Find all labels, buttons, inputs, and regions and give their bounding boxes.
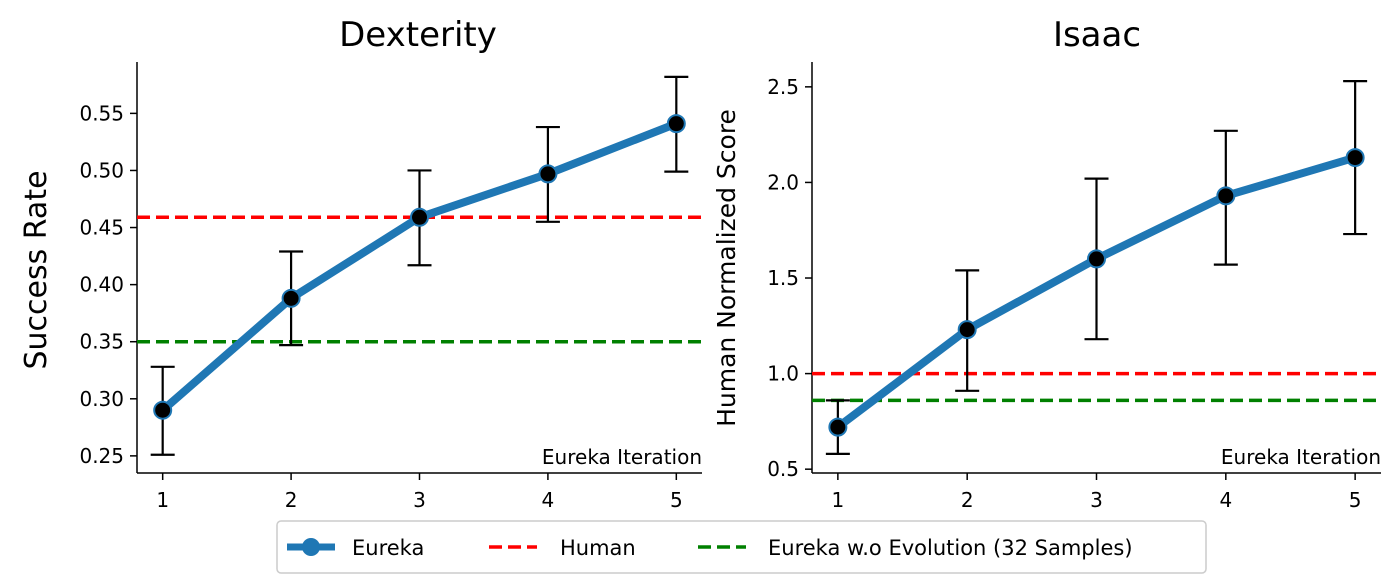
isaac-y-tick-label: 2.5 bbox=[767, 75, 799, 99]
isaac-y-tick-label: 1.0 bbox=[767, 362, 799, 386]
isaac-eureka-point bbox=[1216, 186, 1236, 206]
dexterity-y-label: Success Rate bbox=[19, 170, 54, 369]
dexterity-eureka-point bbox=[153, 400, 173, 420]
dexterity-x-label: Eureka Iteration bbox=[542, 445, 702, 469]
isaac-panel: Isaac Human Normalized Score Eureka Iter… bbox=[712, 15, 1381, 512]
isaac-y-tick-label: 1.5 bbox=[767, 266, 799, 290]
dexterity-eureka-point bbox=[410, 207, 429, 227]
dexterity-x-tick-label: 2 bbox=[285, 488, 298, 512]
dexterity-x-tick-label: 4 bbox=[542, 488, 555, 512]
legend-eureka-label: Eureka bbox=[352, 536, 424, 560]
dexterity-y-tick-label: 0.35 bbox=[79, 330, 124, 354]
isaac-y-label: Human Normalized Score bbox=[712, 109, 741, 427]
isaac-x-tick-label: 4 bbox=[1219, 488, 1232, 512]
dexterity-eureka-point bbox=[666, 114, 686, 134]
dexterity-x-tick-label: 1 bbox=[156, 488, 169, 512]
dexterity-y-tick-label: 0.55 bbox=[79, 101, 124, 125]
isaac-title: Isaac bbox=[1053, 15, 1141, 55]
legend-item-eureka: Eureka bbox=[287, 536, 424, 560]
dexterity-y-tick-label: 0.25 bbox=[79, 444, 124, 468]
legend-human-label: Human bbox=[560, 536, 636, 560]
legend-item-human: Human bbox=[489, 536, 636, 560]
isaac-x-tick-label: 2 bbox=[961, 488, 974, 512]
isaac-x-tick-label: 3 bbox=[1090, 488, 1103, 512]
dexterity-eureka-point bbox=[281, 288, 301, 308]
dexterity-y-tick-label: 0.50 bbox=[79, 158, 124, 182]
isaac-eureka-point bbox=[828, 417, 848, 437]
dexterity-eureka-point bbox=[538, 164, 558, 184]
isaac-eureka-point bbox=[957, 320, 977, 340]
isaac-x-tick-label: 5 bbox=[1349, 488, 1362, 512]
dexterity-x-tick-label: 3 bbox=[413, 488, 426, 512]
isaac-x-label: Eureka Iteration bbox=[1221, 445, 1381, 469]
isaac-y-tick-label: 2.0 bbox=[767, 170, 799, 194]
isaac-eureka-point bbox=[1345, 148, 1365, 168]
legend-no-evolution-label: Eureka w.o Evolution (32 Samples) bbox=[768, 536, 1133, 560]
legend-item-no-evolution: Eureka w.o Evolution (32 Samples) bbox=[698, 536, 1133, 560]
dexterity-eureka-line bbox=[158, 119, 681, 415]
isaac-x-tick-label: 1 bbox=[831, 488, 844, 512]
dexterity-title: Dexterity bbox=[339, 15, 497, 55]
dexterity-panel: Dexterity Success Rate Eureka Iteration … bbox=[19, 15, 702, 512]
isaac-y-tick-label: 0.5 bbox=[767, 457, 799, 481]
dexterity-y-tick-label: 0.40 bbox=[79, 273, 124, 297]
legend: Eureka Human Eureka w.o Evolution (32 Sa… bbox=[276, 520, 1207, 574]
dexterity-x-tick-label: 5 bbox=[670, 488, 683, 512]
isaac-eureka-point bbox=[1087, 249, 1106, 269]
dexterity-y-tick-label: 0.45 bbox=[79, 216, 124, 240]
dexterity-y-tick-label: 0.30 bbox=[79, 387, 124, 411]
legend-eureka-marker bbox=[302, 538, 320, 556]
